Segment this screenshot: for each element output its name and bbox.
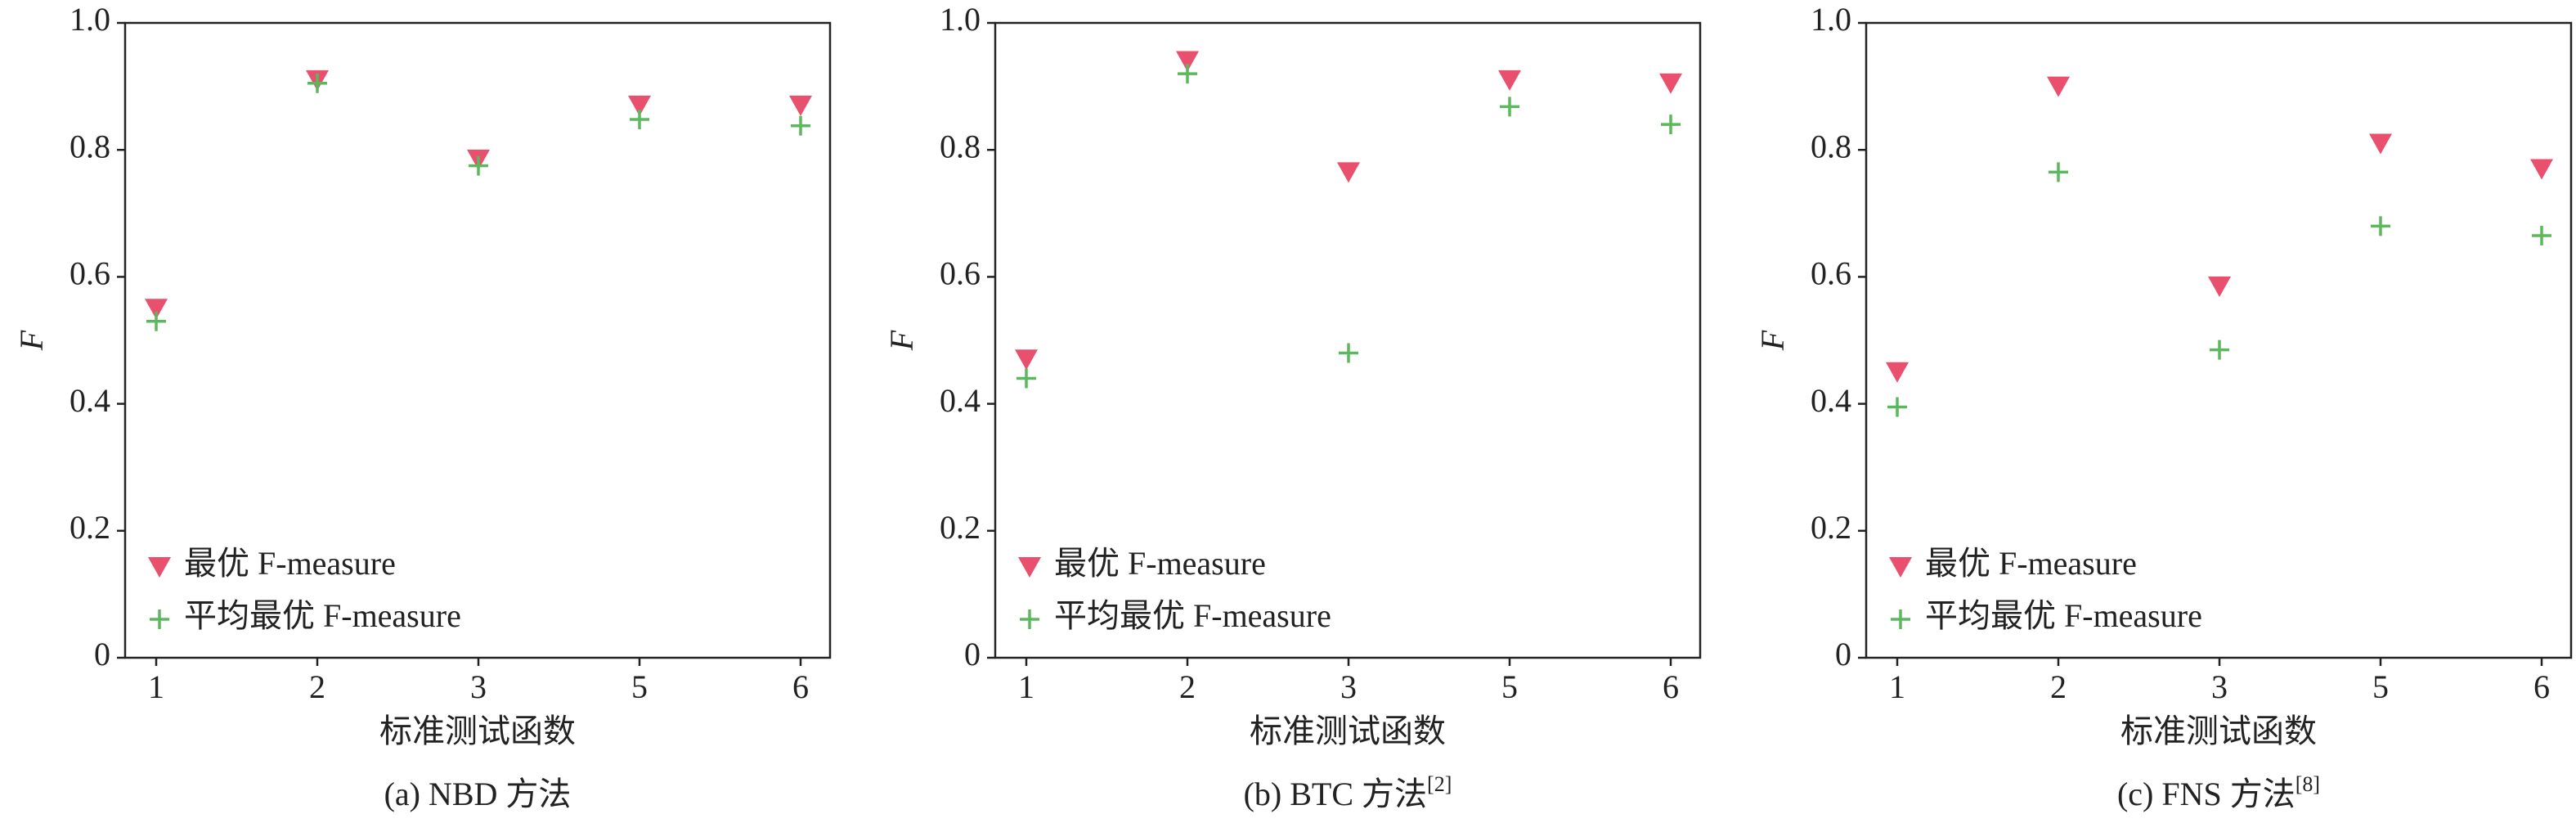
caption: (a) NBD 方法 <box>384 776 572 812</box>
marker-triangle <box>1498 70 1521 91</box>
marker-plus <box>2532 225 2551 245</box>
y-tick-label: 0 <box>1835 636 1851 672</box>
y-tick-label: 1.0 <box>940 1 981 38</box>
marker-plus <box>1500 97 1519 117</box>
y-tick-label: 1.0 <box>1811 1 1851 38</box>
x-axis-label: 标准测试函数 <box>1250 713 1446 749</box>
legend-label: 最优 F-measure <box>1925 545 2137 582</box>
marker-plus <box>146 311 166 331</box>
legend-label: 平均最优 F-measure <box>1925 597 2202 634</box>
marker-triangle <box>1337 162 1360 183</box>
x-tick-label: 2 <box>2050 668 2067 705</box>
marker-triangle <box>628 95 651 116</box>
y-tick-label: 0.8 <box>940 128 981 164</box>
x-tick-label: 5 <box>2372 668 2389 705</box>
x-tick-label: 5 <box>1501 668 1518 705</box>
marker-triangle <box>1886 362 1909 383</box>
marker-plus <box>791 115 810 136</box>
marker-plus <box>150 609 169 629</box>
marker-plus <box>1891 609 1910 629</box>
y-tick-label: 1.0 <box>70 1 110 38</box>
caption-ref: [2] <box>1427 772 1452 796</box>
marker-plus <box>1020 609 1039 629</box>
marker-triangle <box>789 95 812 116</box>
x-tick-label: 1 <box>1889 668 1905 705</box>
y-axis-label: F <box>13 330 50 351</box>
marker-triangle <box>148 557 171 578</box>
x-axis-label: 标准测试函数 <box>2120 713 2317 749</box>
marker-triangle <box>2369 133 2392 155</box>
y-tick-label: 0.6 <box>940 255 981 292</box>
marker-plus <box>1887 397 1907 417</box>
caption: (c) FNS 方法[8] <box>2117 772 2320 812</box>
marker-triangle <box>2530 159 2553 180</box>
marker-triangle <box>1015 349 1038 371</box>
marker-plus <box>2049 162 2068 182</box>
marker-triangle <box>1659 73 1682 94</box>
legend-label: 最优 F-measure <box>184 545 396 582</box>
y-tick-label: 0.2 <box>1811 509 1851 546</box>
marker-plus <box>1661 115 1681 135</box>
x-tick-label: 3 <box>2211 668 2228 705</box>
x-tick-label: 5 <box>631 668 648 705</box>
y-tick-label: 0.4 <box>1811 382 1851 419</box>
marker-triangle <box>1176 51 1199 72</box>
marker-plus <box>469 155 488 176</box>
marker-triangle <box>1018 557 1041 578</box>
marker-plus <box>2210 340 2229 360</box>
caption: (b) BTC 方法[2] <box>1244 772 1452 812</box>
y-tick-label: 0.2 <box>70 509 110 546</box>
marker-triangle <box>145 299 168 320</box>
y-tick-label: 0.6 <box>1811 255 1851 292</box>
x-tick-label: 6 <box>2533 668 2550 705</box>
y-tick-label: 0 <box>94 636 110 672</box>
y-tick-label: 0.4 <box>940 382 981 419</box>
y-axis-label: F <box>883 330 920 351</box>
x-tick-label: 6 <box>1663 668 1679 705</box>
marker-plus <box>630 109 649 129</box>
marker-plus <box>307 73 327 93</box>
y-tick-label: 0 <box>964 636 981 672</box>
x-tick-label: 1 <box>148 668 164 705</box>
x-tick-label: 6 <box>792 668 809 705</box>
x-tick-label: 3 <box>470 668 487 705</box>
legend-label: 最优 F-measure <box>1054 545 1266 582</box>
y-tick-label: 0.6 <box>70 255 110 292</box>
legend-label: 平均最优 F-measure <box>1054 597 1331 634</box>
x-tick-label: 2 <box>1179 668 1196 705</box>
x-tick-label: 3 <box>1340 668 1357 705</box>
x-axis-label: 标准测试函数 <box>379 713 576 749</box>
marker-plus <box>1178 64 1197 84</box>
caption-text: (c) FNS 方法 <box>2117 776 2296 812</box>
y-tick-label: 0.4 <box>70 382 110 419</box>
caption-ref: [8] <box>2296 772 2320 796</box>
marker-triangle <box>2047 76 2070 97</box>
caption-text: (b) BTC 方法 <box>1244 776 1427 812</box>
marker-plus <box>2371 216 2390 236</box>
caption-text: (a) NBD 方法 <box>384 776 572 812</box>
x-tick-label: 1 <box>1018 668 1034 705</box>
x-tick-label: 2 <box>309 668 325 705</box>
marker-triangle <box>1889 557 1912 578</box>
marker-plus <box>1339 343 1358 363</box>
y-axis-label: F <box>1754 330 1791 351</box>
y-tick-label: 0.8 <box>70 128 110 164</box>
y-tick-label: 0.8 <box>1811 128 1851 164</box>
marker-triangle <box>2208 277 2231 298</box>
marker-plus <box>1016 368 1036 389</box>
y-tick-label: 0.2 <box>940 509 981 546</box>
legend-label: 平均最优 F-measure <box>184 597 461 634</box>
